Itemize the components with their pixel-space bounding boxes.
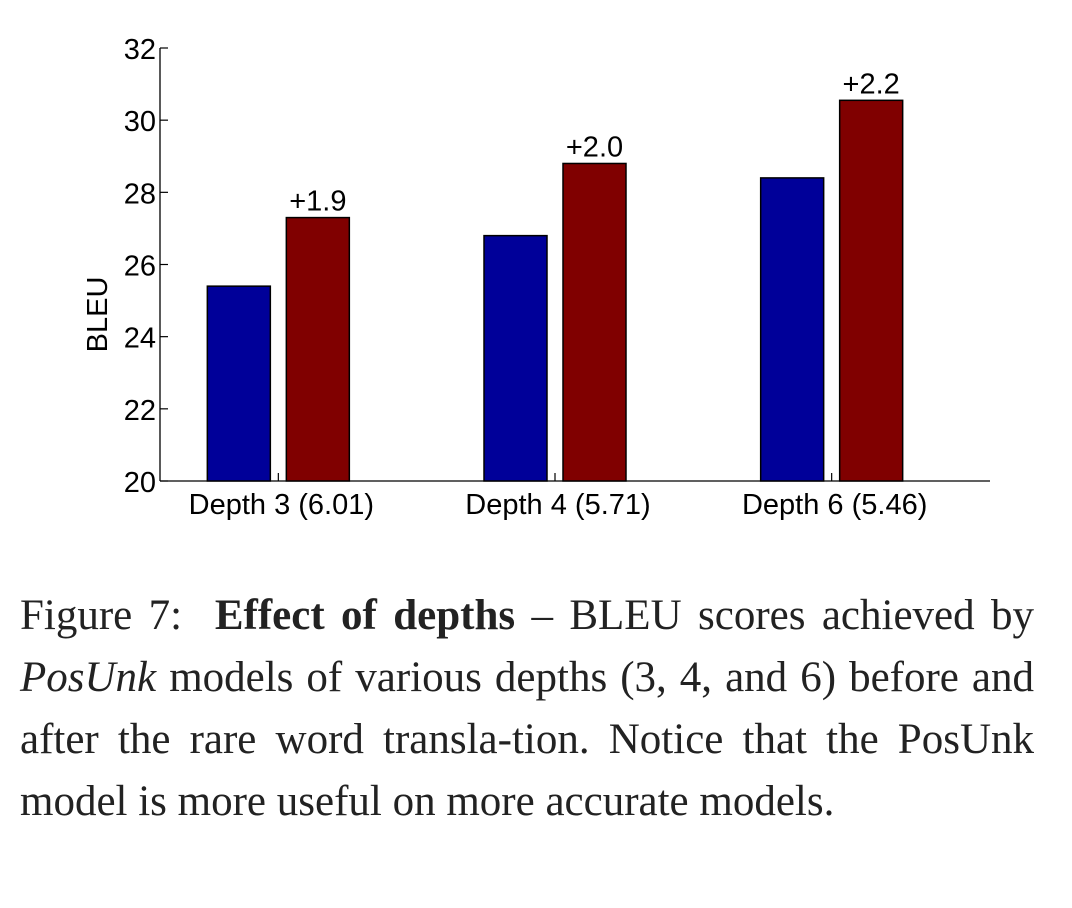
bar-after: [285, 216, 351, 482]
gain-annotation: +1.9: [289, 186, 346, 218]
y-tick-label: 20: [124, 467, 156, 499]
bar-after: [562, 162, 627, 482]
y-tick-label: 26: [124, 251, 156, 283]
gain-annotation: +2.2: [843, 68, 900, 100]
y-tick-label: 22: [124, 395, 156, 427]
x-tick-label: Depth 6 (5.46): [742, 489, 927, 521]
y-axis-label: BLEU: [82, 277, 114, 353]
y-tick-label: 32: [124, 34, 156, 66]
x-tick-label: Depth 4 (5.71): [465, 489, 650, 521]
gain-annotation: +2.0: [566, 131, 623, 163]
bar-before: [483, 234, 548, 482]
y-tick-label: 30: [124, 106, 156, 138]
x-tick-label: Depth 3 (6.01): [189, 489, 374, 521]
caption-bold-title: Effect of depths: [214, 592, 516, 639]
bar-before: [206, 285, 272, 482]
caption-label: Figure 7:: [20, 592, 183, 639]
bar-before: [759, 177, 825, 482]
caption-model-italic: PosUnk: [20, 654, 157, 701]
caption-text-a: BLEU scores achieved by: [569, 592, 1034, 639]
chart-canvas: 20 22 24 26 28 30 32 BLEU Depth 3 (6.01) +1.9 Dept…: [82, 34, 990, 521]
figure-caption: Figure 7: Effect of depths – BLEU scores…: [20, 585, 1034, 833]
caption-dash: –: [531, 592, 553, 639]
y-tick-label: 24: [124, 323, 156, 355]
caption-text-b: models of various depths (3, 4, and 6) b…: [20, 654, 1034, 825]
y-tick-label: 28: [124, 178, 156, 210]
bar-after: [838, 99, 904, 482]
bar-chart: 20 22 24 26 28 30 32 BLEU Depth 3 (6.01) +1.9 Dept…: [82, 34, 990, 521]
